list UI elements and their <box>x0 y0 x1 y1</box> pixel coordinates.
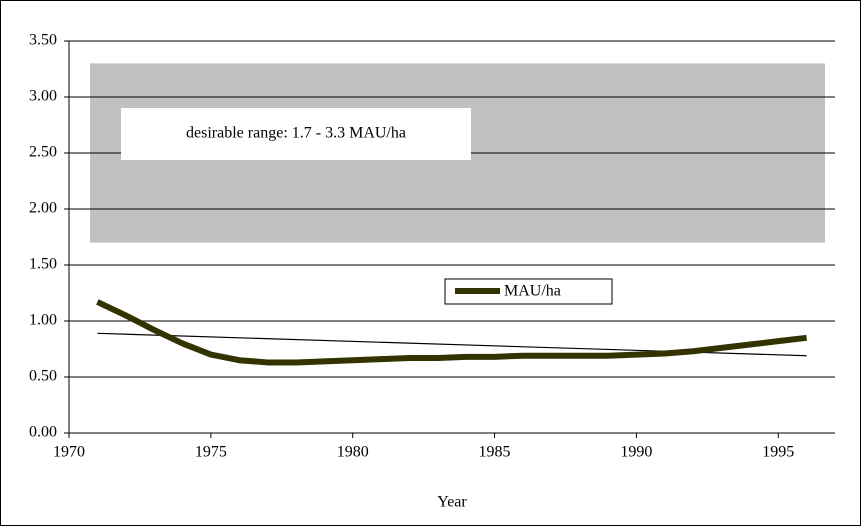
y-tick-label: 1.50 <box>29 256 57 273</box>
y-tick-label: 2.50 <box>29 144 57 161</box>
y-tick-label: 2.00 <box>29 200 57 217</box>
y-tick-label: 3.50 <box>29 32 57 49</box>
x-axis-title: Year <box>437 494 467 511</box>
series-line <box>96 299 807 366</box>
y-tick-label: 0.00 <box>29 424 57 441</box>
legend-label: MAU/ha <box>504 283 561 300</box>
y-tick-label: 0.50 <box>29 368 57 385</box>
x-tick-label: 1985 <box>479 444 511 461</box>
y-tick-label: 1.00 <box>29 312 57 329</box>
x-tick-label: 1995 <box>762 444 794 461</box>
x-tick-label: 1980 <box>337 444 369 461</box>
x-tick-label: 1975 <box>195 444 227 461</box>
y-tick-label: 3.00 <box>29 88 57 105</box>
annotation-box <box>121 108 471 160</box>
annotation: desirable range: 1.7 - 3.3 MAU/ha <box>186 125 406 142</box>
x-tick-label: 1990 <box>620 444 652 461</box>
x-tick-label: 1970 <box>53 444 85 461</box>
